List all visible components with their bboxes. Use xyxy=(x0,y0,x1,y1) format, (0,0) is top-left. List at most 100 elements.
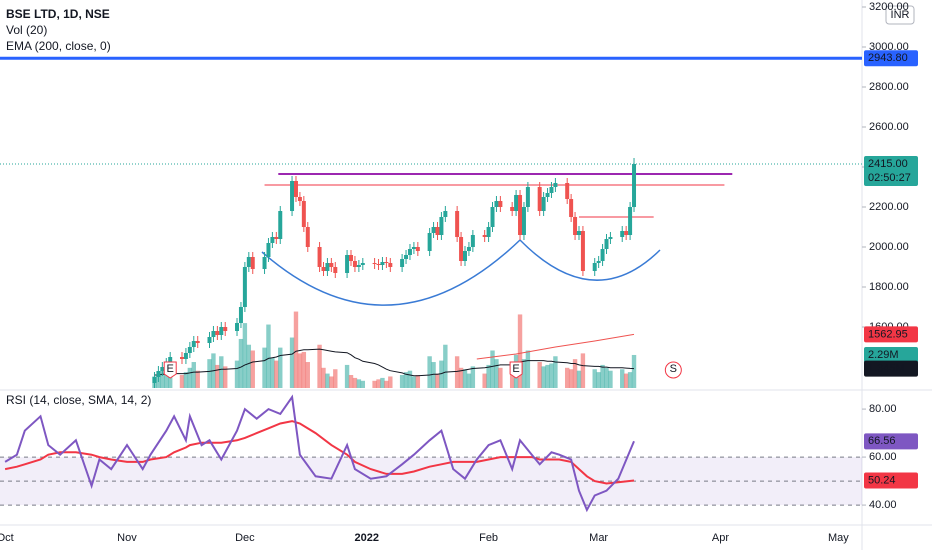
candle-body xyxy=(317,247,322,267)
volume-ma-line xyxy=(154,348,635,377)
volume-bar xyxy=(388,376,393,388)
price-badge-label: 1.345M xyxy=(868,363,905,375)
rsi-band xyxy=(0,457,862,506)
x-tick-label: 2022 xyxy=(354,532,378,544)
volume-bar xyxy=(234,360,240,388)
y-tick-label: 3000.00 xyxy=(869,41,909,53)
volume-bar xyxy=(380,377,385,388)
candle-body xyxy=(545,193,550,197)
price-badge-label: 50.24 xyxy=(868,474,896,486)
candle-body xyxy=(211,331,216,337)
candle-body xyxy=(427,233,432,251)
volume-bar xyxy=(325,373,330,388)
volume-bar xyxy=(266,324,271,388)
candle-body xyxy=(356,265,361,267)
volume-bar xyxy=(498,367,503,388)
volume-bar xyxy=(329,376,334,388)
volume-bar xyxy=(462,369,468,388)
volume-bar xyxy=(596,372,601,388)
x-tick-label: Mar xyxy=(589,532,608,544)
candle-body xyxy=(345,255,350,273)
volume-bar xyxy=(250,350,255,388)
x-tick-label: May xyxy=(828,532,849,544)
candle-body xyxy=(250,257,255,269)
candle-body xyxy=(604,239,609,249)
volume-bar xyxy=(580,353,586,388)
y-tick-label: 3200.00 xyxy=(869,1,909,13)
candle-body xyxy=(376,264,381,265)
volume-bar xyxy=(270,357,275,388)
volume-bar xyxy=(246,344,252,388)
volume-bar xyxy=(600,364,605,388)
volume-bar xyxy=(572,359,578,388)
candle-body xyxy=(498,201,503,207)
y-tick-label: 80.00 xyxy=(869,403,897,415)
y-tick-label: 2600.00 xyxy=(869,121,909,133)
event-label: S xyxy=(670,363,677,375)
volume-bar xyxy=(344,364,350,388)
candle-body xyxy=(404,255,409,259)
volume-bar xyxy=(317,344,322,388)
volume-bar xyxy=(494,359,499,388)
volume-bar xyxy=(439,360,444,388)
volume-bar xyxy=(191,362,196,388)
volume-bar xyxy=(537,362,542,388)
price-badge-label: 66.56 xyxy=(868,435,896,447)
candle-body xyxy=(525,187,530,207)
candle-body xyxy=(352,261,357,267)
candle-body xyxy=(400,259,405,267)
candle-body xyxy=(152,377,157,383)
volume-bar xyxy=(509,370,515,388)
candle-body xyxy=(407,249,412,255)
volume-bar xyxy=(278,347,283,388)
currency-box[interactable] xyxy=(885,5,915,25)
price-badge xyxy=(864,472,918,489)
candle-body xyxy=(305,227,310,247)
price-pane xyxy=(152,158,733,388)
event-label: E xyxy=(167,363,174,375)
candle-body xyxy=(482,235,487,237)
volume-bar xyxy=(238,338,244,388)
volume-bar xyxy=(470,366,476,388)
candle-body xyxy=(179,357,184,359)
candle-body xyxy=(297,197,302,201)
candle-body xyxy=(494,201,499,207)
volume-bar xyxy=(592,369,597,388)
candle-body xyxy=(195,341,200,343)
candle-body xyxy=(466,247,471,251)
candle-body xyxy=(262,257,267,269)
candle-body xyxy=(569,199,574,217)
candle-body xyxy=(329,263,334,267)
price-badge xyxy=(864,346,918,363)
candle-body xyxy=(333,267,338,273)
candle-body xyxy=(518,195,523,235)
candle-body xyxy=(238,307,243,323)
volume-bar xyxy=(631,354,637,388)
volume-bar xyxy=(321,367,326,388)
rsi-line xyxy=(4,394,635,513)
volume-bar xyxy=(187,367,193,388)
candle-body xyxy=(156,371,161,377)
volume-bar xyxy=(521,359,527,388)
volume-bar xyxy=(435,373,440,388)
candle-body xyxy=(388,263,393,267)
candle-body xyxy=(443,211,448,217)
volume-bar xyxy=(301,351,307,388)
volume-bar xyxy=(348,375,354,388)
candle-body xyxy=(301,201,306,227)
price-badge xyxy=(864,50,918,67)
volume-bar xyxy=(360,380,366,388)
candle-body xyxy=(360,263,365,265)
volume-bar xyxy=(274,360,279,388)
candle-body xyxy=(372,263,377,264)
candle-body xyxy=(187,347,192,353)
candle-body xyxy=(624,231,629,235)
candle-body xyxy=(411,247,416,249)
volume-bar xyxy=(553,356,558,388)
currency[interactable]: INR xyxy=(891,9,910,21)
x-tick-label: Feb xyxy=(479,532,498,544)
event-icon xyxy=(664,361,682,379)
candle-body xyxy=(553,183,558,187)
volume-bar xyxy=(564,367,570,388)
